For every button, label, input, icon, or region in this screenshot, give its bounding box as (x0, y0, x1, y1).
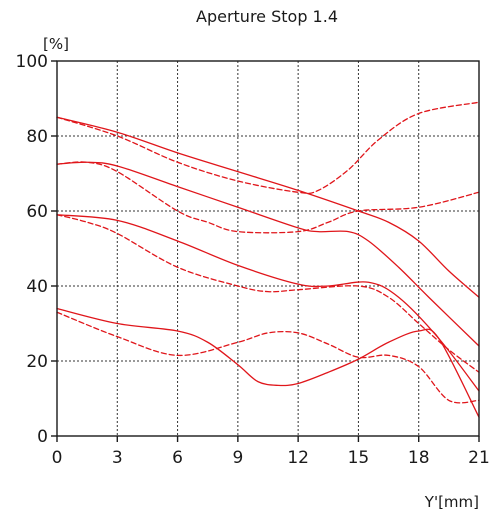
grid-lines (57, 61, 479, 436)
y-tick-label-100: 100 (16, 52, 48, 72)
y-tick-label-80: 80 (26, 127, 48, 147)
chart-title: Aperture Stop 1.4 (196, 7, 338, 26)
x-tick-label-21: 21 (468, 448, 490, 468)
series-line-1-solid (56, 116, 480, 298)
x-tick-label-15: 15 (348, 448, 370, 468)
x-axis-label: Y'[mm] (424, 493, 479, 511)
series-line-5-solid (56, 214, 480, 392)
x-tick-label-18: 18 (408, 448, 430, 468)
axis-ticks: 0 3 6 9 12 15 18 21 0 20 40 60 80 100 (16, 52, 490, 468)
x-tick-label-12: 12 (287, 448, 309, 468)
plot-frame (56, 60, 480, 437)
y-tick-label-0: 0 (37, 427, 48, 447)
series-line-8-dashed (56, 311, 480, 404)
series-line-6-dashed (56, 214, 480, 373)
y-axis-label: [%] (43, 35, 69, 53)
y-tick-label-40: 40 (26, 277, 48, 297)
series-line-7-solid (56, 307, 480, 418)
y-tick-label-60: 60 (26, 202, 48, 222)
x-tick-label-0: 0 (52, 448, 63, 468)
series-line-3-solid (56, 161, 480, 347)
x-tick-label-6: 6 (172, 448, 183, 468)
series-line-4-dashed (56, 161, 480, 234)
x-tick-label-9: 9 (232, 448, 243, 468)
series-line-2-dashed (56, 101, 480, 194)
x-tick-label-3: 3 (112, 448, 123, 468)
y-tick-label-20: 20 (26, 352, 48, 372)
data-series (56, 101, 480, 418)
